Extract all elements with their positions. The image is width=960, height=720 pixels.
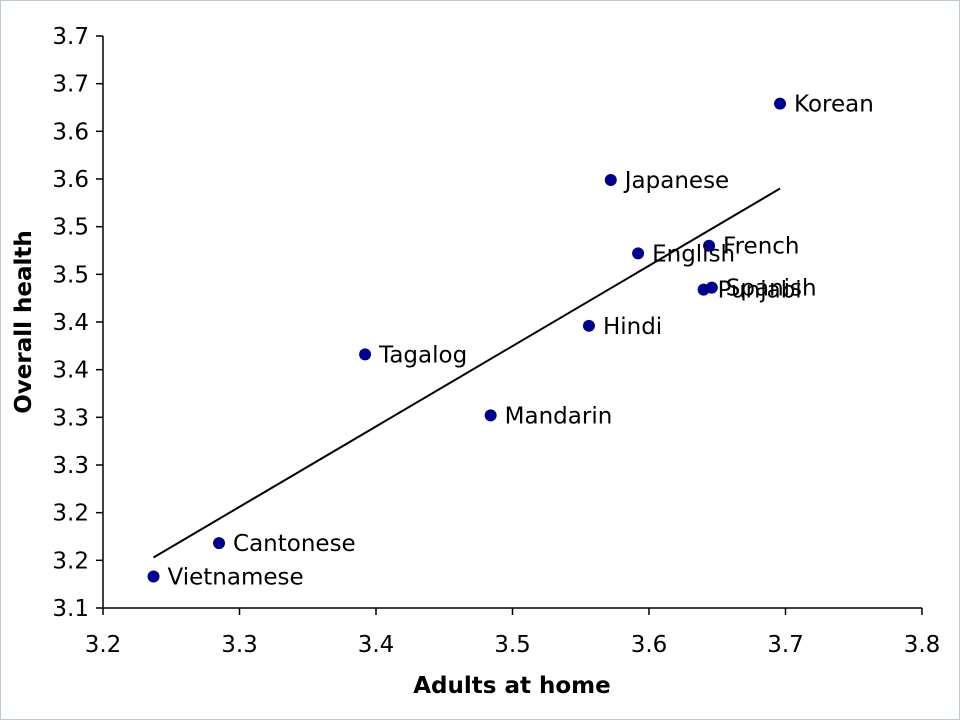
- data-point-vietnamese: [147, 570, 160, 583]
- data-label-japanese: Japanese: [623, 168, 729, 194]
- plot-axes: [102, 36, 922, 609]
- y-tick-label: 3.4: [52, 310, 89, 336]
- x-axis-ticks: 3.2 3.3 3.4 3.5 3.6 3.7 3.8: [85, 608, 941, 658]
- data-point-japanese: [604, 173, 617, 186]
- y-tick-label: 3.6: [52, 167, 89, 193]
- y-axis-title: Overall health: [11, 230, 37, 414]
- data-label-hindi: Hindi: [603, 314, 662, 340]
- y-tick-label: 3.7: [52, 72, 89, 98]
- x-axis-title: Adults at home: [413, 673, 610, 699]
- data-point-hindi: [582, 319, 595, 332]
- y-tick-label: 3.5: [52, 215, 89, 241]
- x-tick-label: 3.6: [631, 632, 668, 658]
- x-tick-label: 3.7: [767, 632, 804, 658]
- x-tick-label: 3.3: [221, 632, 258, 658]
- y-tick-label: 3.1: [52, 596, 89, 622]
- data-points: [147, 97, 787, 583]
- data-label-spanish: Spanish: [726, 276, 817, 302]
- data-point-korean: [774, 97, 787, 110]
- data-point-spanish: [705, 281, 718, 294]
- data-point-english: [632, 247, 645, 260]
- data-label-cantonese: Cantonese: [233, 531, 356, 557]
- y-tick-label: 3.4: [52, 358, 89, 384]
- data-label-english: English: [652, 241, 735, 267]
- trendline: [152, 187, 781, 559]
- data-point-tagalog: [359, 348, 372, 361]
- data-point-cantonese: [213, 537, 226, 550]
- trendline-layer: [152, 187, 781, 559]
- data-label-tagalog: Tagalog: [378, 342, 467, 368]
- data-point-mandarin: [484, 409, 497, 422]
- x-tick-label: 3.8: [904, 632, 941, 658]
- y-tick-label: 3.2: [52, 501, 89, 527]
- x-tick-label: 3.4: [358, 632, 395, 658]
- data-label-french: French: [723, 234, 799, 260]
- data-point-labels: Vietnamese Cantonese Mandarin Tagalog Hindi P…: [168, 92, 874, 591]
- y-axis-ticks: 3.1 3.2 3.2 3.3 3.3 3.4 3.4 3.5 3.5 3.6 3.6 3.7 3.7: [52, 24, 103, 622]
- y-tick-label: 3.7: [52, 24, 89, 50]
- x-tick-label: 3.2: [85, 632, 122, 658]
- y-tick-label: 3.3: [52, 453, 89, 479]
- data-point-french: [703, 239, 716, 252]
- y-tick-label: 3.3: [52, 405, 89, 431]
- y-tick-label: 3.2: [52, 548, 89, 574]
- data-label-vietnamese: Vietnamese: [168, 565, 304, 591]
- data-label-mandarin: Mandarin: [505, 403, 613, 429]
- data-label-punjabi: Punjabi: [718, 278, 802, 304]
- y-tick-label: 3.6: [52, 119, 89, 145]
- x-tick-label: 3.5: [494, 632, 531, 658]
- data-label-korean: Korean: [794, 92, 874, 118]
- y-tick-label: 3.5: [52, 262, 89, 288]
